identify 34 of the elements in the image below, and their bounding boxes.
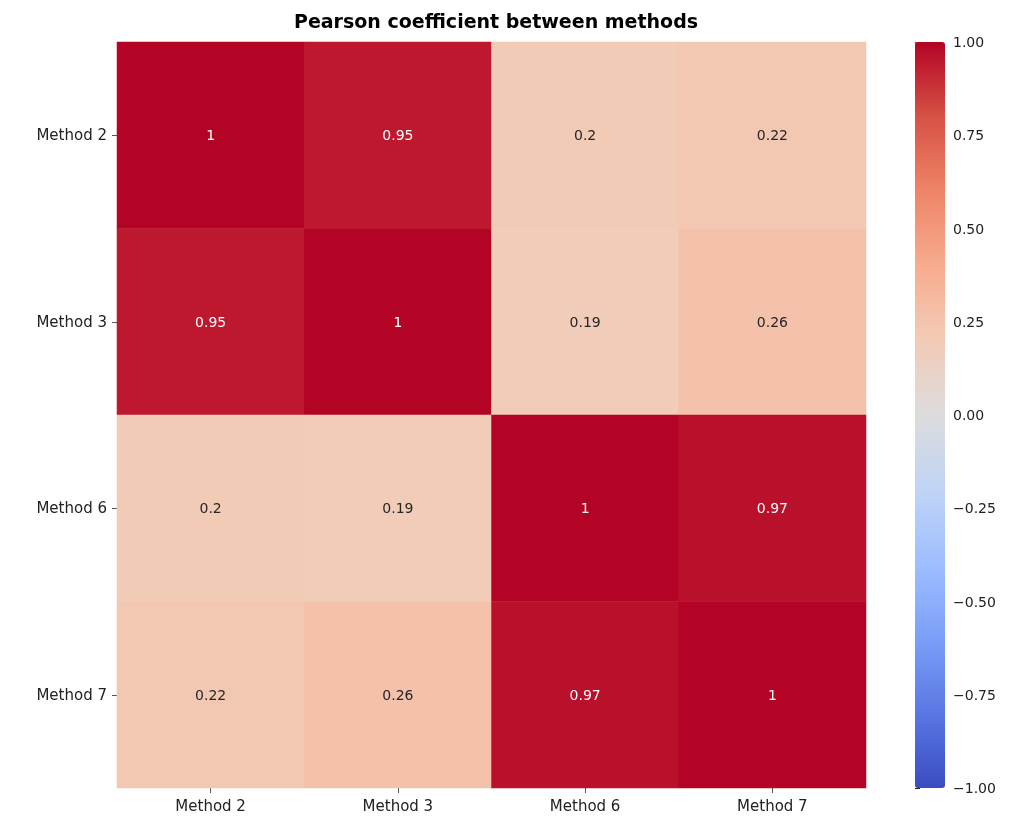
y-tick-label: Method 7 — [36, 685, 107, 704]
data-label: 0.2 — [573, 127, 597, 144]
y-tick-label: Method 2 — [36, 126, 107, 145]
color-bar-label: 0.25 — [953, 313, 985, 330]
data-label: 0.26 — [382, 686, 414, 703]
data-label: 0.95 — [195, 313, 227, 330]
data-label: 0.26 — [756, 313, 789, 330]
color-bar-label: 0.00 — [953, 407, 985, 423]
data-label: 0.97 — [756, 500, 788, 517]
color-bar-label: −0.25 — [953, 500, 996, 517]
y-tick-label: Method 3 — [36, 312, 107, 331]
color-bar-label: 0.50 — [953, 220, 985, 237]
data-label: 0.97 — [569, 686, 601, 703]
x-tick-label: Method 2 — [175, 796, 246, 815]
data-label: 0.22 — [195, 686, 227, 703]
color-bar-label: −1.00 — [953, 780, 996, 796]
chart-title: Pearson coefficient between methods — [293, 9, 699, 32]
data-label: 0.19 — [569, 313, 601, 330]
x-tick-label: Method 6 — [549, 796, 621, 815]
x-tick-label: Method 3 — [362, 796, 434, 815]
data-label: 0.2 — [199, 500, 222, 517]
data-label: 0.19 — [382, 500, 414, 517]
data-label: 1 — [393, 313, 403, 330]
color-bar-label: −0.75 — [953, 686, 996, 703]
data-label: 1 — [580, 500, 590, 517]
data-label: 0.22 — [756, 127, 788, 144]
color-bar-label: −0.50 — [953, 593, 996, 610]
color-bar-label: 0.75 — [953, 127, 985, 144]
color-bar-label: 1.00 — [953, 34, 985, 50]
y-tick-label: Method 6 — [36, 499, 107, 518]
data-label: 1 — [206, 127, 216, 144]
data-label: 1 — [767, 686, 777, 703]
data-label: 0.95 — [382, 127, 414, 144]
x-tick-label: Method 7 — [737, 796, 808, 815]
